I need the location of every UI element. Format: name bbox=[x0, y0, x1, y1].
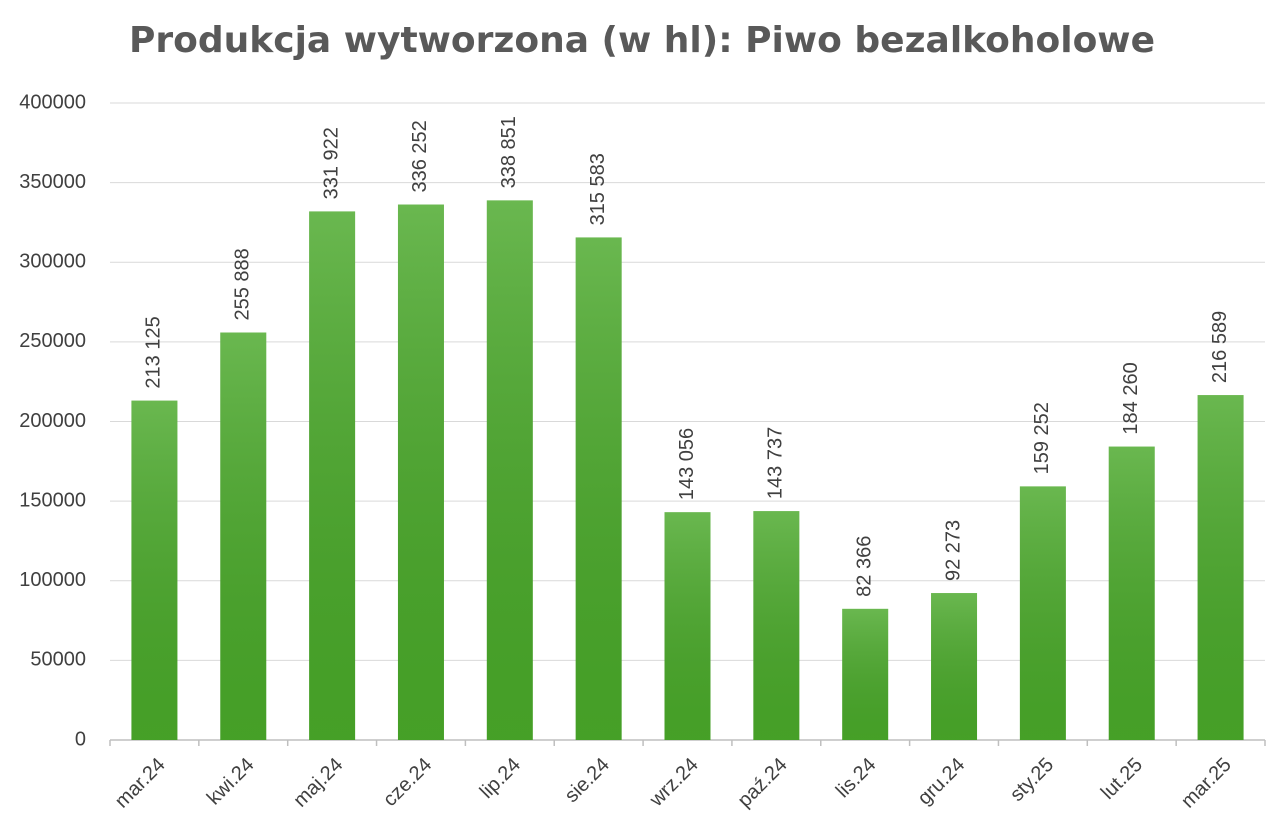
x-tick-label: mar.24 bbox=[111, 754, 170, 813]
bar bbox=[131, 400, 178, 740]
data-label: 184 260 bbox=[1120, 362, 1142, 434]
x-tick-label: sty.25 bbox=[1006, 754, 1058, 806]
x-tick-label: kwi.24 bbox=[203, 754, 259, 810]
y-tick-label: 100000 bbox=[19, 569, 86, 591]
x-tick-label: sie.24 bbox=[561, 754, 614, 807]
bar bbox=[931, 593, 978, 740]
bar bbox=[1019, 486, 1066, 740]
data-label: 338 851 bbox=[498, 116, 520, 188]
y-tick-label: 50000 bbox=[30, 649, 86, 671]
bar bbox=[486, 200, 533, 741]
bar bbox=[309, 211, 356, 741]
data-label: 92 273 bbox=[942, 520, 964, 581]
data-label: 159 252 bbox=[1031, 402, 1053, 474]
x-tick-label: maj.24 bbox=[289, 754, 347, 812]
y-tick-label: 400000 bbox=[19, 91, 86, 113]
x-tick-label: cze.24 bbox=[379, 754, 436, 811]
x-tick-label: lut.25 bbox=[1097, 754, 1147, 804]
bar bbox=[664, 512, 711, 740]
x-tick-label: wrz.24 bbox=[645, 754, 703, 812]
data-label: 216 589 bbox=[1209, 311, 1231, 383]
data-label: 143 056 bbox=[676, 428, 698, 500]
x-tick-label: lis.24 bbox=[832, 754, 881, 803]
bar bbox=[1197, 395, 1244, 740]
y-tick-label: 150000 bbox=[19, 489, 86, 511]
data-label: 255 888 bbox=[232, 248, 254, 320]
bar bbox=[842, 608, 889, 740]
data-label: 82 366 bbox=[853, 536, 875, 597]
y-tick-label: 350000 bbox=[19, 171, 86, 193]
x-tick-label: mar.25 bbox=[1177, 754, 1236, 813]
data-label: 213 125 bbox=[143, 316, 165, 388]
bar bbox=[753, 511, 800, 740]
x-tick-label: gru.24 bbox=[914, 754, 970, 810]
bar bbox=[220, 332, 267, 740]
bar bbox=[397, 204, 444, 741]
data-label: 143 737 bbox=[765, 427, 787, 499]
y-tick-label: 300000 bbox=[19, 251, 86, 273]
data-label: 336 252 bbox=[409, 120, 431, 192]
bar bbox=[575, 237, 622, 740]
x-tick-label: lip.24 bbox=[476, 754, 525, 803]
y-tick-label: 0 bbox=[75, 728, 86, 750]
y-tick-label: 200000 bbox=[19, 410, 86, 432]
data-label: 315 583 bbox=[587, 153, 609, 225]
chart-title: Produkcja wytworzona (w hl): Piwo bezalk… bbox=[129, 20, 1155, 61]
x-tick-label: paź.24 bbox=[734, 754, 792, 812]
data-label: 331 922 bbox=[320, 127, 342, 199]
bar bbox=[1108, 446, 1155, 740]
y-tick-label: 250000 bbox=[19, 330, 86, 352]
